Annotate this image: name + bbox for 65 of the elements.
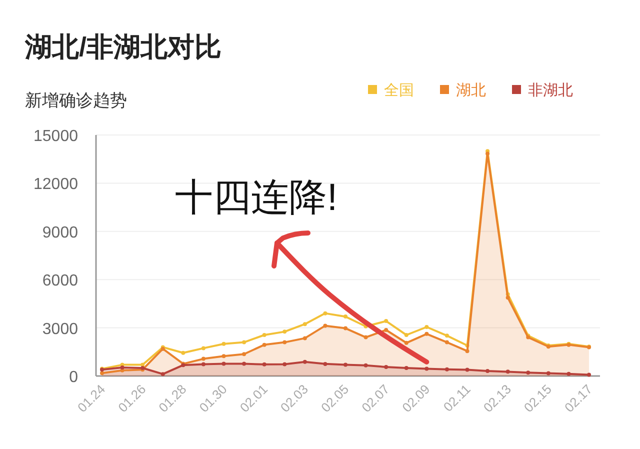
point [242, 362, 246, 366]
point [444, 340, 449, 344]
chart-title: 湖北/非湖北对比 [24, 32, 222, 62]
point [506, 296, 510, 300]
point [242, 352, 246, 356]
legend-label: 全国 [384, 82, 414, 99]
point [444, 367, 449, 372]
y-tick-label: 9000 [42, 224, 78, 242]
point [160, 372, 165, 376]
point [364, 335, 368, 340]
y-tick-label: 0 [69, 369, 78, 386]
point [384, 319, 388, 324]
point [201, 346, 206, 350]
point [262, 362, 266, 366]
point [344, 314, 348, 319]
point [201, 362, 206, 366]
point [444, 334, 449, 338]
point [384, 365, 388, 370]
point [404, 333, 408, 338]
point [120, 365, 124, 370]
point [262, 333, 266, 338]
point [323, 324, 328, 328]
point [344, 362, 348, 367]
point [506, 370, 510, 374]
point [140, 362, 145, 367]
point [222, 342, 226, 346]
legend-label: 非湖北 [528, 82, 573, 99]
point [302, 336, 307, 340]
point [302, 360, 307, 364]
point [404, 366, 408, 370]
point [344, 326, 348, 330]
point [404, 340, 408, 345]
point [587, 372, 591, 377]
point [181, 350, 186, 355]
point [323, 362, 328, 366]
point [526, 370, 530, 375]
y-tick-label: 6000 [42, 272, 78, 290]
annotation: 十四连降! [175, 177, 338, 219]
point [201, 356, 206, 361]
point [486, 152, 490, 156]
point [282, 340, 287, 344]
point [282, 330, 287, 334]
point [486, 369, 490, 374]
y-tick-label: 15000 [34, 128, 78, 145]
point [242, 340, 246, 344]
point [465, 349, 470, 354]
point [323, 311, 328, 316]
legend-label: 湖北 [456, 82, 486, 99]
point [100, 371, 104, 376]
point [364, 363, 368, 368]
point [222, 354, 226, 358]
point [222, 362, 226, 366]
point [465, 368, 470, 372]
point [424, 366, 429, 371]
y-tick-label: 12000 [34, 176, 78, 194]
point [282, 362, 287, 366]
point [384, 328, 388, 332]
point [424, 324, 429, 329]
point [302, 322, 307, 326]
point [262, 342, 266, 347]
point [566, 372, 571, 376]
chart-subtitle: 新增确诊趋势 [25, 91, 127, 110]
point [546, 371, 550, 376]
point [424, 332, 429, 336]
y-tick-label: 3000 [42, 320, 78, 338]
